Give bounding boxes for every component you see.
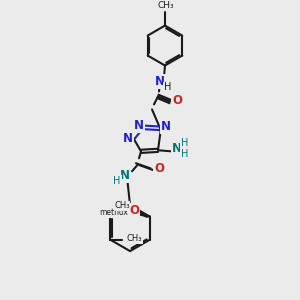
Text: N: N [123,132,133,145]
Text: H: H [113,176,121,186]
Text: O: O [154,162,164,175]
Text: N: N [155,75,165,88]
Text: H: H [181,138,189,148]
Text: H: H [164,82,172,92]
Text: CH₃: CH₃ [114,201,130,210]
Text: methoxy: methoxy [99,208,133,217]
Text: N: N [134,119,144,132]
Text: N: N [172,142,182,155]
Text: N: N [161,120,171,133]
Text: CH₃: CH₃ [158,1,174,10]
Text: N: N [120,169,130,182]
Text: O: O [172,94,182,107]
Text: CH₃: CH₃ [126,234,142,243]
Text: O: O [128,206,138,219]
Text: H: H [181,149,189,159]
Text: O: O [129,204,139,217]
